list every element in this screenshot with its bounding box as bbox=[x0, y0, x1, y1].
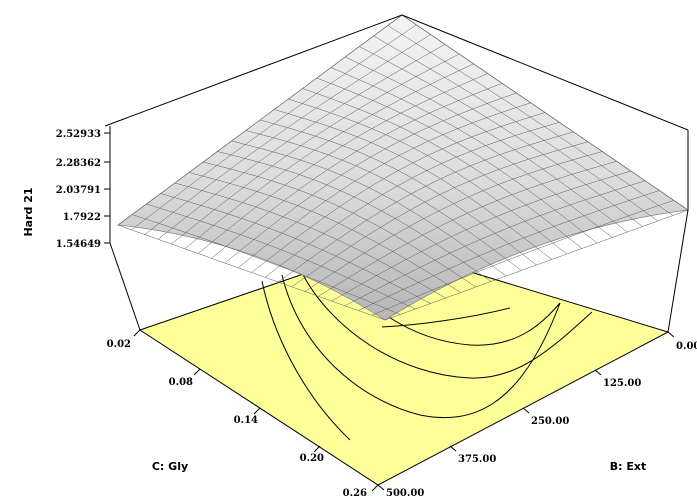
y-tick bbox=[371, 484, 379, 492]
z-tick-label: 2.28362 bbox=[56, 158, 101, 169]
mesh-line bbox=[217, 151, 492, 282]
mesh-line bbox=[259, 119, 537, 266]
box-edge bbox=[104, 14, 403, 127]
mesh-line bbox=[384, 209, 689, 321]
mesh-line bbox=[291, 141, 588, 288]
y-tick-label: 0.08 bbox=[169, 377, 193, 388]
x-tick-label: 250.00 bbox=[531, 416, 569, 427]
z-tick-label: 1.54649 bbox=[56, 239, 101, 250]
x-tick-label: 375.00 bbox=[458, 454, 496, 465]
x-tick-label: 125.00 bbox=[603, 378, 641, 389]
mesh-line bbox=[231, 140, 507, 277]
z-tick-label: 2.52933 bbox=[56, 129, 101, 140]
mesh-line bbox=[344, 180, 646, 307]
x-tick bbox=[377, 484, 385, 491]
z-axis bbox=[104, 132, 110, 244]
box-edge bbox=[401, 14, 689, 131]
z-axis-title: Hard 21 bbox=[22, 187, 35, 236]
y-tick-label: 0.20 bbox=[300, 453, 324, 464]
contour-line bbox=[299, 268, 593, 379]
mesh-line bbox=[203, 161, 477, 288]
mesh-line bbox=[278, 131, 574, 283]
mesh-line bbox=[188, 172, 461, 293]
x-tick bbox=[594, 369, 602, 376]
x-tick bbox=[667, 331, 675, 338]
x-tick-label: 500.00 bbox=[386, 488, 424, 499]
mesh-line bbox=[371, 200, 674, 316]
z-tick-label: 2.03791 bbox=[56, 185, 101, 196]
mesh-line bbox=[264, 122, 560, 278]
y-tick-label: 0.02 bbox=[107, 339, 131, 350]
y-tick bbox=[313, 445, 321, 453]
response-surface bbox=[116, 14, 690, 321]
y-axis-title: C: Gly bbox=[152, 460, 188, 473]
y-axis-ticks bbox=[133, 329, 379, 492]
mesh-line bbox=[146, 203, 416, 310]
box-edge bbox=[109, 242, 141, 331]
contour-line bbox=[381, 307, 511, 328]
mesh-line bbox=[245, 130, 522, 271]
z-tick-label: 1.7922 bbox=[63, 212, 101, 223]
contour-line bbox=[281, 274, 561, 419]
mesh-line bbox=[117, 224, 386, 321]
x-axis-ticks bbox=[377, 331, 675, 491]
surface-mesh bbox=[117, 14, 689, 321]
x-axis-title: B: Ext bbox=[610, 460, 646, 473]
mesh-line bbox=[318, 161, 617, 297]
mesh-line bbox=[331, 170, 631, 302]
box-edge bbox=[667, 209, 689, 333]
y-tick-label: 0.14 bbox=[234, 415, 258, 426]
y-tick-label: 0.26 bbox=[343, 488, 367, 499]
x-tick bbox=[522, 407, 530, 414]
mesh-line bbox=[160, 193, 431, 304]
mesh-line bbox=[174, 182, 446, 299]
y-tick bbox=[253, 407, 261, 415]
x-tick-label: 0.00 bbox=[676, 341, 697, 352]
bounding-box bbox=[104, 14, 689, 333]
mesh-line bbox=[132, 214, 401, 315]
y-tick bbox=[133, 329, 141, 337]
mesh-line bbox=[358, 190, 660, 311]
contour-line bbox=[261, 280, 351, 441]
mesh-line bbox=[304, 151, 603, 292]
y-tick bbox=[193, 368, 201, 376]
x-tick bbox=[449, 445, 457, 452]
